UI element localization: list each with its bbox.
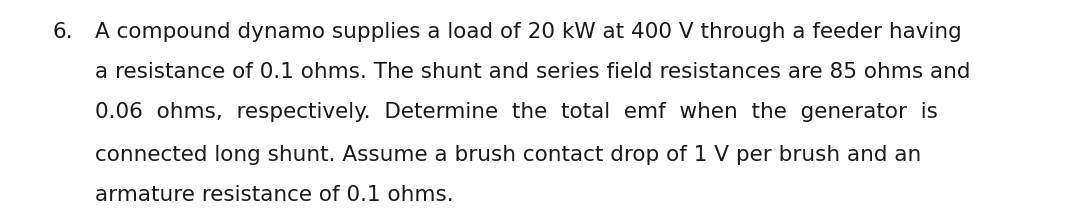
Text: 6.: 6. xyxy=(52,22,72,42)
Text: connected long shunt. Assume a brush contact drop of 1 V per brush and an: connected long shunt. Assume a brush con… xyxy=(95,145,921,165)
Text: armature resistance of 0.1 ohms.: armature resistance of 0.1 ohms. xyxy=(95,185,454,205)
Text: a resistance of 0.1 ohms. The shunt and series field resistances are 85 ohms and: a resistance of 0.1 ohms. The shunt and … xyxy=(95,62,971,82)
Text: 0.06  ohms,  respectively.  Determine  the  total  emf  when  the  generator  is: 0.06 ohms, respectively. Determine the t… xyxy=(95,102,937,122)
Text: A compound dynamo supplies a load of 20 kW at 400 V through a feeder having: A compound dynamo supplies a load of 20 … xyxy=(95,22,962,42)
